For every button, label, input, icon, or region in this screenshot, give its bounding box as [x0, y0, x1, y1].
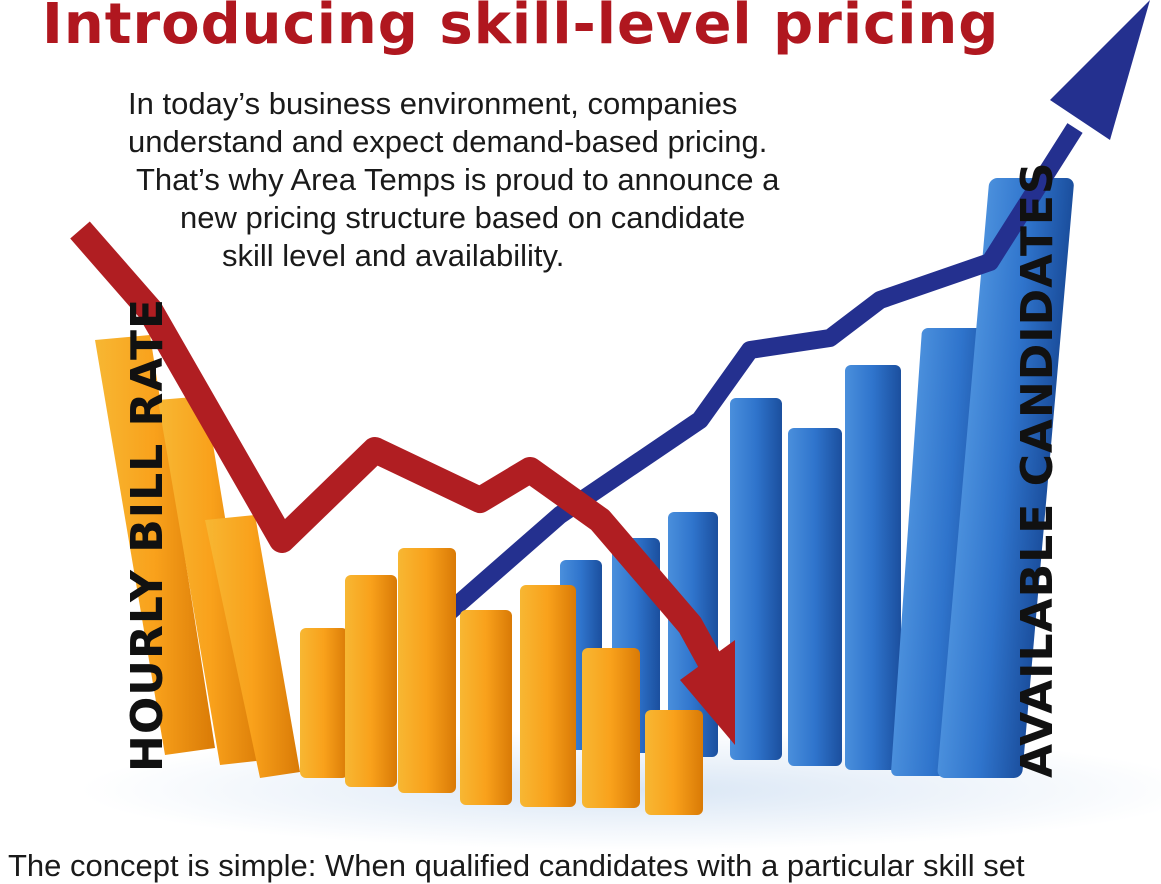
intro-line: That’s why Area Temps is proud to announ…	[136, 162, 779, 198]
intro-line: skill level and availability.	[222, 238, 564, 274]
orange-bars	[95, 335, 703, 815]
body-text: The concept is simple: When qualified ca…	[8, 848, 1025, 884]
intro-line: new pricing structure based on candidate	[180, 200, 745, 236]
intro-line: understand and expect demand-based prici…	[128, 124, 767, 160]
title: Introducing skill-level pricing	[0, 0, 1161, 57]
page: {"header": {"title": "Introducing skill-…	[0, 0, 1161, 876]
right-axis-label: AVAILABLE CANDIDATES	[1012, 161, 1063, 778]
left-axis-label: HOURLY BILL RATE	[122, 298, 173, 772]
intro-line: In today’s business environment, compani…	[128, 86, 737, 122]
